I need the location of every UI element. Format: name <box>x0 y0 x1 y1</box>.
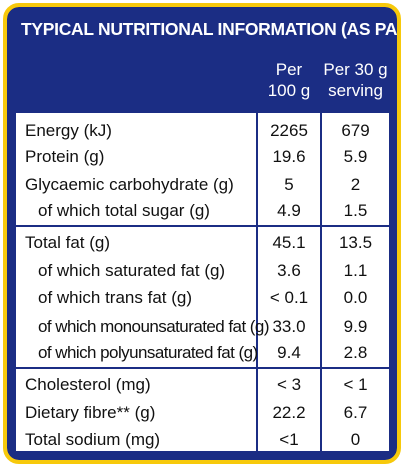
value-per-100g: 2265 <box>270 121 308 140</box>
table-row: of which polyunsaturated fat (g) 9.4 2.8 <box>16 339 389 367</box>
value-per-serving: 0 <box>350 430 361 449</box>
column-header-line: Per <box>275 60 303 79</box>
value-per-serving: 1.5 <box>343 201 368 220</box>
value-per-serving: 2.8 <box>343 343 368 362</box>
value-per-serving: 6.7 <box>343 403 368 422</box>
nutrition-panel-inner: TYPICAL NUTRITIONAL INFORMATION (AS PACK… <box>7 7 397 460</box>
table-row: of which trans fat (g) < 0.1 0.0 <box>16 284 389 312</box>
row-label: of which monounsaturated fat (g) <box>38 317 269 336</box>
table-row: Energy (kJ) 2265 679 <box>16 117 389 145</box>
row-label: Glycaemic carbohydrate (g) <box>25 175 234 194</box>
value-per-100g: 45.1 <box>272 233 306 252</box>
table-row: Dietary fibre** (g) 22.2 6.7 <box>16 399 389 427</box>
column-header-per-100g: Per 100 g <box>258 59 320 101</box>
table-row: of which total sugar (g) 4.9 1.5 <box>16 197 389 225</box>
value-per-serving: 2 <box>350 175 361 194</box>
value-per-100g: 5 <box>284 175 294 194</box>
column-divider <box>256 51 258 454</box>
value-per-100g: 19.6 <box>272 147 306 166</box>
value-per-serving: 5.9 <box>343 147 368 166</box>
table-row: Glycaemic carbohydrate (g) 5 2 <box>16 171 389 199</box>
row-label: of which total sugar (g) <box>38 201 210 220</box>
row-divider <box>16 367 389 369</box>
value-per-serving: < 1 <box>343 375 368 394</box>
table-bottom-border <box>16 451 389 454</box>
table-header: Per 100 g Per 30 g serving <box>16 51 389 113</box>
column-divider <box>320 51 322 454</box>
value-per-serving: 0.0 <box>343 288 368 307</box>
value-per-serving: 13.5 <box>338 233 373 252</box>
value-per-serving: 679 <box>341 121 370 140</box>
value-per-100g: 22.2 <box>272 403 306 422</box>
value-per-100g: < 0.1 <box>269 288 309 307</box>
nutrition-panel: TYPICAL NUTRITIONAL INFORMATION (AS PACK… <box>3 3 401 464</box>
column-header-line: 100 g <box>267 81 311 100</box>
row-label: Protein (g) <box>25 147 105 166</box>
row-label: Total sodium (mg) <box>25 430 161 449</box>
column-header-line: Per 30 g <box>323 60 388 79</box>
value-per-100g: < 3 <box>276 375 302 394</box>
table-row: of which saturated fat (g) 3.6 1.1 <box>16 257 389 285</box>
table-row: Total sodium (mg) <1 0 <box>16 426 389 454</box>
table-row: Cholesterol (mg) < 3 < 1 <box>16 371 389 399</box>
row-label: Dietary fibre** (g) <box>25 403 156 422</box>
value-per-serving: 9.9 <box>343 317 368 336</box>
value-per-100g: 9.4 <box>277 343 301 362</box>
table-row: Protein (g) 19.6 5.9 <box>16 143 389 171</box>
nutrition-table: Per 100 g Per 30 g serving Energy (kJ) 2… <box>16 51 389 454</box>
value-per-100g: <1 <box>279 430 299 449</box>
row-label: Cholesterol (mg) <box>25 375 151 394</box>
value-per-100g: 4.9 <box>277 201 301 220</box>
row-label: of which trans fat (g) <box>38 288 193 307</box>
column-header-per-serving: Per 30 g serving <box>322 59 389 101</box>
row-label: Energy (kJ) <box>25 121 112 140</box>
row-divider <box>16 225 389 227</box>
table-row: Total fat (g) 45.1 13.5 <box>16 229 389 257</box>
panel-title: TYPICAL NUTRITIONAL INFORMATION (AS PACK… <box>21 19 397 39</box>
value-per-100g: 33.0 <box>272 317 306 336</box>
row-label: Total fat (g) <box>25 233 111 252</box>
row-label: of which polyunsaturated fat (g) <box>38 343 258 362</box>
value-per-serving: 1.1 <box>343 261 368 280</box>
table-row: of which monounsaturated fat (g) 33.0 9.… <box>16 313 389 341</box>
column-header-line: serving <box>328 81 383 100</box>
row-label: of which saturated fat (g) <box>38 261 226 280</box>
value-per-100g: 3.6 <box>277 261 301 280</box>
